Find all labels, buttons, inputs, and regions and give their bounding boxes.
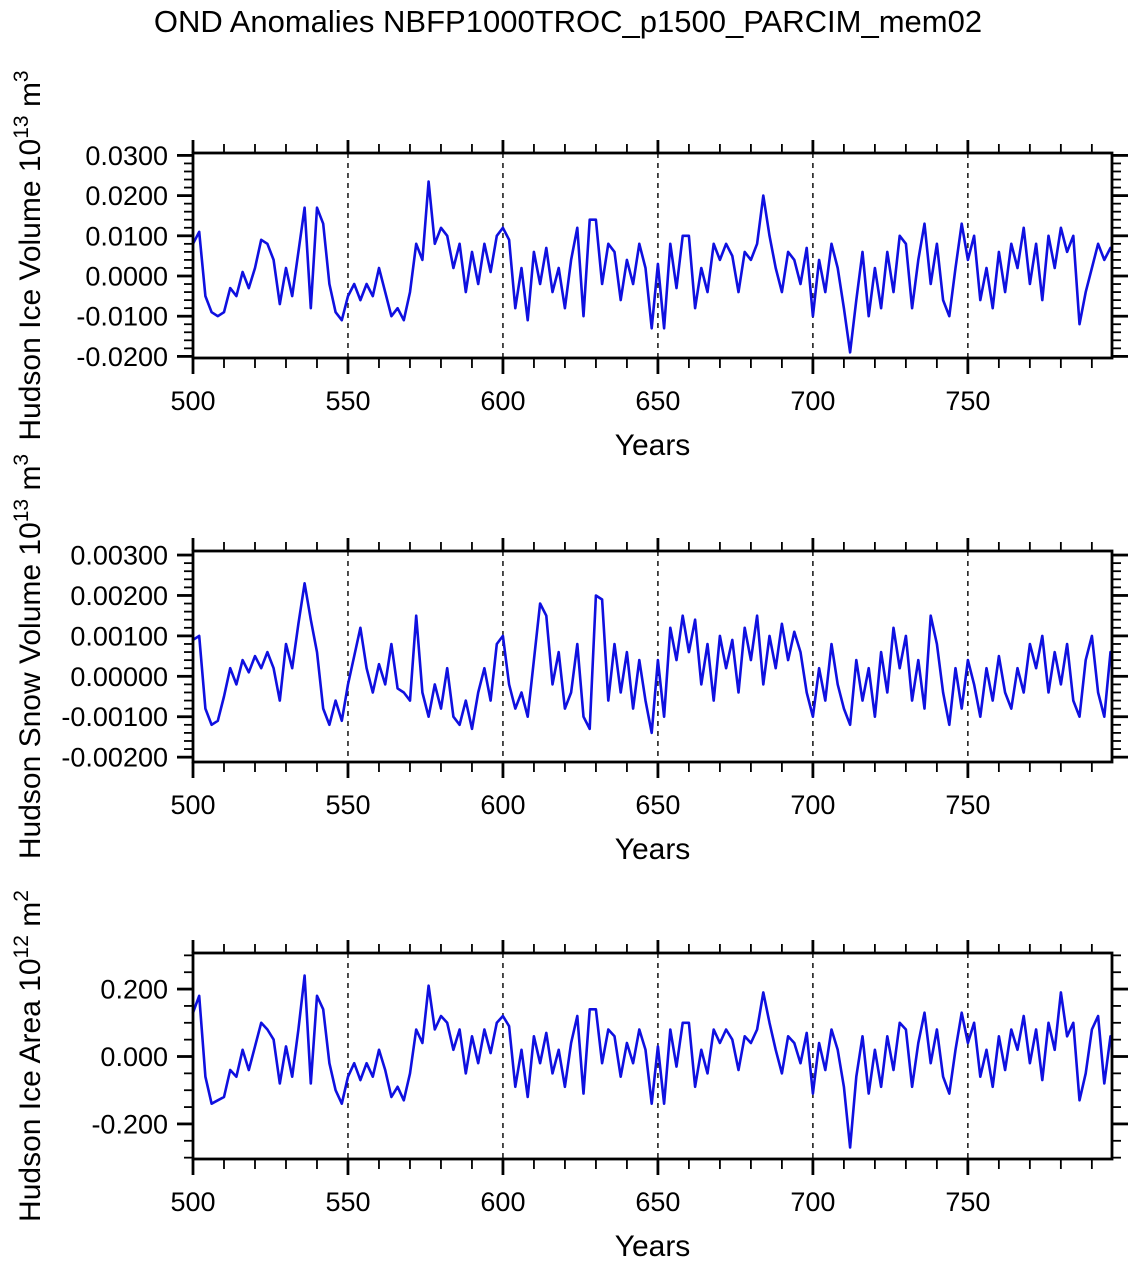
y-tick-label: 0.0000 [85, 261, 168, 291]
series-line [191, 974, 1112, 1149]
x-tick-label: 650 [635, 790, 680, 820]
x-tick-label: 700 [790, 386, 835, 416]
chart-title: OND Anomalies NBFP1000TROC_p1500_PARCIM_… [153, 4, 983, 39]
x-tick-label: 700 [790, 1187, 835, 1217]
x-tick-label: 500 [170, 790, 215, 820]
x-tick-label: 550 [325, 790, 370, 820]
y-tick-label: -0.0200 [76, 342, 168, 372]
y-tick-label: -0.00100 [61, 702, 168, 732]
y-tick-label: -0.0100 [76, 302, 168, 332]
x-tick-label: 700 [790, 790, 835, 820]
y-tick-label: 0.00300 [70, 540, 168, 570]
y-tick-label: 0.00200 [70, 581, 168, 611]
x-tick-label: 750 [945, 386, 990, 416]
y-tick-label: 0.00000 [70, 662, 168, 692]
y-tick-label: 0.0300 [85, 141, 168, 171]
x-tick-label: 500 [170, 386, 215, 416]
panel-hudson-snow-volume: 0.00300 0.00200 0.00100 0.00000 -0.00100 -0.0… [10, 454, 1128, 866]
x-tick-label: 600 [480, 1187, 525, 1217]
panel-hudson-ice-area: 0.200 0.000 -0.200 500 550 600 650 700 750 Years H… [10, 890, 1128, 1263]
x-tick-label: 750 [945, 790, 990, 820]
panel-hudson-ice-volume: 0.0300 0.0200 0.0100 0.0000 -0.0100 -0.020050… [10, 70, 1128, 462]
x-axis-title: Years [615, 1230, 691, 1263]
x-tick-label: 650 [635, 386, 680, 416]
x-tick-label: 600 [480, 386, 525, 416]
x-axis-title: Years [615, 833, 691, 866]
x-tick-label: 750 [945, 1187, 990, 1217]
series-line [191, 581, 1112, 735]
panel-frame [191, 951, 1114, 1161]
x-tick-label: 600 [480, 790, 525, 820]
x-tick-label: 550 [325, 1187, 370, 1217]
y-axis-title: Hudson Ice Area 1012 m2 [10, 890, 47, 1222]
x-axis-title: Years [615, 429, 691, 462]
y-tick-label: 0.000 [100, 1042, 168, 1072]
y-tick-label: -0.00200 [61, 743, 168, 773]
y-tick-label: 0.0200 [85, 181, 168, 211]
y-tick-label: 0.200 [100, 975, 168, 1005]
y-tick-label: 0.00100 [70, 621, 168, 651]
y-tick-label: 0.0100 [85, 221, 168, 251]
x-tick-label: 650 [635, 1187, 680, 1217]
series-line [191, 180, 1112, 354]
panel-frame [191, 151, 1114, 360]
x-tick-label: 500 [170, 1187, 215, 1217]
x-tick-label: 550 [325, 386, 370, 416]
y-axis-title: Hudson Ice Volume 1013 m3 [10, 70, 47, 440]
y-tick-label: -0.200 [91, 1109, 168, 1139]
y-axis-title: Hudson Snow Volume 1013 m3 [10, 454, 47, 859]
panel-frame [191, 549, 1114, 764]
